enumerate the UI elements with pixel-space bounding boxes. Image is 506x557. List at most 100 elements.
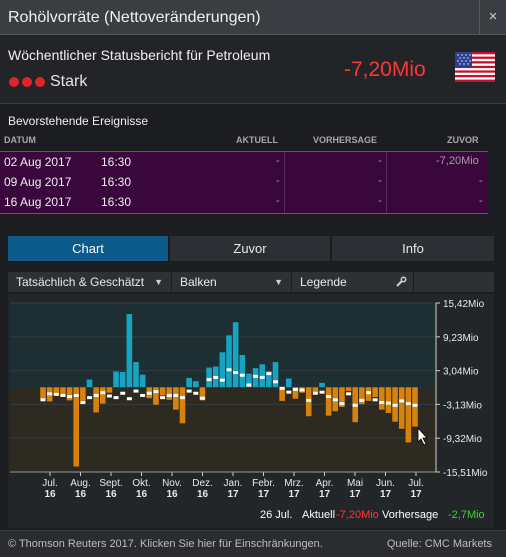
x-tick-label: Nov. xyxy=(162,478,182,489)
legend-item: -7,20Mio xyxy=(336,509,379,521)
x-tick-label: Jul. xyxy=(408,478,424,489)
forecast-marker xyxy=(126,397,132,401)
forecast-marker xyxy=(239,373,245,377)
x-tick-label: Okt. xyxy=(132,478,150,489)
bar-chart[interactable]: 15,42Mio 9,23Mio 3,04Mio -3,13Mio -9,32Mio -1… xyxy=(8,294,494,528)
row-forecast: - xyxy=(378,175,382,187)
bar xyxy=(40,387,46,400)
forecast-marker xyxy=(312,391,318,395)
forecast-marker xyxy=(392,403,398,407)
x-tick-year: 17 xyxy=(319,489,331,500)
bar xyxy=(53,387,60,396)
impact-dots-icon xyxy=(9,74,48,92)
chart-type-dropdown[interactable]: Balken ▼ xyxy=(172,272,292,292)
impact-label: Stark xyxy=(50,73,88,90)
mouse-cursor-icon xyxy=(417,426,428,446)
forecast-marker xyxy=(186,389,192,393)
legend-button[interactable]: Legende xyxy=(292,272,414,292)
row-forecast: - xyxy=(378,195,382,207)
forecast-marker xyxy=(286,390,292,394)
tab-chart[interactable]: Chart xyxy=(8,236,168,261)
bar xyxy=(93,387,99,413)
column-header-forecast: VORHERSAGE xyxy=(313,135,378,145)
bar xyxy=(359,387,365,405)
forecast-marker xyxy=(180,396,185,400)
x-tick-label: Apr. xyxy=(316,478,334,489)
latest-value: -7,20Mio xyxy=(344,58,426,81)
forecast-marker xyxy=(366,391,371,395)
close-icon[interactable]: × xyxy=(479,0,506,34)
bar xyxy=(73,387,80,467)
x-tick-label: Mrz. xyxy=(284,478,303,489)
row-actual: - xyxy=(276,175,280,187)
chart-toolbar: Tatsächlich & Geschätzt ▼ Balken ▼ Legen… xyxy=(8,272,494,292)
bar xyxy=(159,387,166,396)
forecast-marker xyxy=(153,390,159,394)
forecast-marker xyxy=(106,394,112,398)
bar xyxy=(319,382,325,388)
x-tick-label: Jan. xyxy=(224,478,243,489)
row-previous: - xyxy=(479,195,483,207)
forecast-marker xyxy=(160,396,166,400)
table-row[interactable]: 02 Aug 2017 16:30 - - -7,20Mio xyxy=(0,152,488,172)
forecast-marker xyxy=(219,378,225,382)
header-divider xyxy=(0,103,506,104)
bar xyxy=(272,362,279,388)
forecast-marker xyxy=(326,395,332,399)
bar xyxy=(372,387,378,398)
forecast-marker xyxy=(332,398,338,402)
x-tick-year: 17 xyxy=(380,489,392,500)
bar xyxy=(345,387,352,392)
row-date: 02 Aug 2017 xyxy=(4,155,72,169)
row-previous: -7,20Mio xyxy=(436,155,479,167)
bar xyxy=(266,371,272,388)
row-actual: - xyxy=(276,195,280,207)
forecast-marker xyxy=(93,393,99,397)
bar xyxy=(199,387,206,401)
x-tick-label: Dez. xyxy=(192,478,213,489)
y-tick-label: 9,23Mio xyxy=(443,333,479,344)
bar xyxy=(325,387,332,416)
bar xyxy=(153,387,159,405)
x-tick-year: 17 xyxy=(288,489,300,500)
y-tick-label: 3,04Mio xyxy=(443,367,479,378)
bar xyxy=(106,387,113,393)
row-time: 16:30 xyxy=(101,155,132,169)
forecast-marker xyxy=(292,387,298,391)
forecast-marker xyxy=(233,371,239,375)
forecast-marker xyxy=(166,393,172,397)
column-separator xyxy=(284,152,285,213)
tab-previous[interactable]: Zuvor xyxy=(170,236,330,261)
table-row[interactable]: 16 Aug 2017 16:30 - - - xyxy=(0,192,488,212)
bar xyxy=(60,387,66,397)
chart-panel: 15,42Mio 9,23Mio 3,04Mio -3,13Mio -9,32Mio -1… xyxy=(8,294,494,528)
bar xyxy=(239,355,246,388)
view-tabs: Chart Zuvor Info xyxy=(8,236,494,261)
tab-info[interactable]: Info xyxy=(332,236,494,261)
forecast-marker xyxy=(412,403,418,407)
forecast-marker xyxy=(379,401,385,405)
forecast-marker xyxy=(306,398,312,402)
bar xyxy=(186,377,192,388)
mode-dropdown[interactable]: Tatsächlich & Geschätzt ▼ xyxy=(8,272,172,292)
bar xyxy=(86,379,93,388)
bar xyxy=(246,373,252,388)
copyright-link[interactable]: © Thomson Reuters 2017. Klicken Sie hier… xyxy=(8,538,323,550)
event-subtitle: Wöchentlicher Statusbericht für Petroleu… xyxy=(8,47,271,63)
forecast-marker xyxy=(346,392,352,396)
table-row[interactable]: 09 Aug 2017 16:30 - - - xyxy=(0,172,488,192)
forecast-marker xyxy=(140,393,146,397)
row-time: 16:30 xyxy=(101,195,132,209)
events-table: 02 Aug 2017 16:30 - - -7,20Mio 09 Aug 20… xyxy=(0,151,488,214)
forecast-marker xyxy=(299,388,305,392)
forecast-marker xyxy=(173,393,179,397)
impact-dot-icon xyxy=(9,77,19,87)
row-date: 16 Aug 2017 xyxy=(4,195,72,209)
x-tick-year: 17 xyxy=(410,489,422,500)
forecast-marker xyxy=(193,391,199,395)
x-tick-year: 16 xyxy=(197,489,209,500)
forecast-marker xyxy=(226,368,232,372)
bar xyxy=(80,387,86,401)
footer: © Thomson Reuters 2017. Klicken Sie hier… xyxy=(0,530,506,557)
x-tick-year: 16 xyxy=(136,489,148,500)
